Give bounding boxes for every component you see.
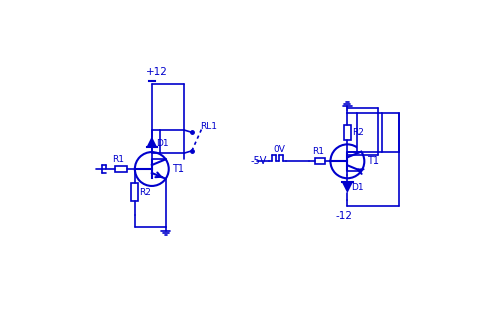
Bar xyxy=(315,158,325,164)
Text: +12: +12 xyxy=(146,67,167,77)
Text: R1: R1 xyxy=(312,147,324,156)
Polygon shape xyxy=(147,136,157,147)
Text: RL1: RL1 xyxy=(200,122,217,132)
Text: D1: D1 xyxy=(156,139,168,148)
Text: -5V: -5V xyxy=(250,156,267,166)
Bar xyxy=(344,125,351,140)
Bar xyxy=(382,113,399,152)
Bar xyxy=(160,130,184,153)
Bar xyxy=(357,113,378,152)
Text: R1: R1 xyxy=(112,155,124,164)
Text: -12: -12 xyxy=(336,211,353,221)
Bar xyxy=(131,183,138,201)
Text: R2: R2 xyxy=(352,128,364,137)
Text: T1: T1 xyxy=(172,164,184,174)
Text: 0V: 0V xyxy=(273,145,285,154)
Text: D1: D1 xyxy=(351,183,364,192)
Text: T1: T1 xyxy=(368,156,380,166)
Text: R2: R2 xyxy=(140,188,152,197)
Polygon shape xyxy=(342,182,353,193)
Bar xyxy=(115,166,127,172)
